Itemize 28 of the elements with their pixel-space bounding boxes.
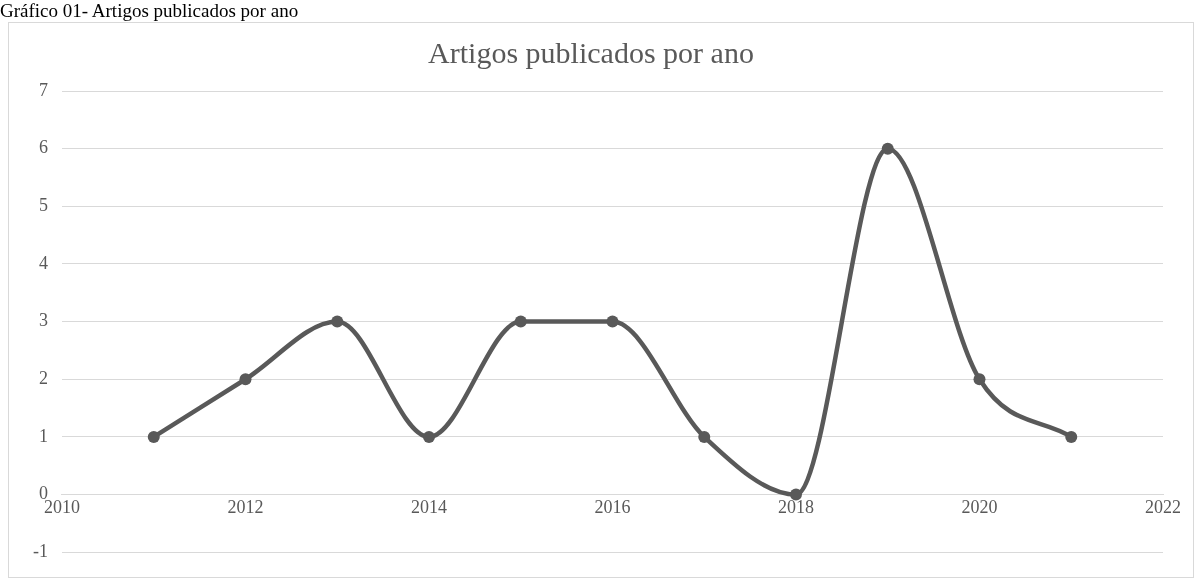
- y-tick-label: 2: [38, 367, 48, 388]
- x-tick-label: 2022: [1145, 497, 1181, 518]
- point: [606, 315, 619, 328]
- x-tick-label: 2014: [411, 497, 447, 518]
- point: [423, 430, 435, 443]
- y-tick-label: 7: [38, 79, 48, 100]
- x-tick-label: 2012: [227, 497, 264, 518]
- point: [698, 430, 711, 443]
- y-tick-label: 4: [38, 252, 48, 273]
- y-tick-label: 0: [38, 483, 48, 504]
- point: [514, 315, 527, 328]
- chart-title: Artigos publicados por ano: [428, 35, 754, 69]
- point: [239, 373, 252, 386]
- y-tick-label: -1: [32, 540, 48, 561]
- point: [881, 142, 894, 155]
- x-tick-label: 2020: [961, 497, 998, 518]
- point: [147, 430, 160, 443]
- y-tick-label: 1: [38, 425, 48, 446]
- y-tick-label: 5: [38, 195, 48, 216]
- point: [1065, 430, 1078, 443]
- point: [790, 488, 802, 501]
- text: Gráfico 01- Artigos publicados por ano: [0, 0, 299, 22]
- x-tick-label: 2016: [594, 497, 631, 518]
- y-tick-label: 6: [38, 137, 48, 158]
- x-tick-label: 2018: [778, 497, 814, 518]
- point: [973, 373, 986, 386]
- y-tick-label: 3: [38, 310, 48, 331]
- point: [331, 315, 344, 328]
